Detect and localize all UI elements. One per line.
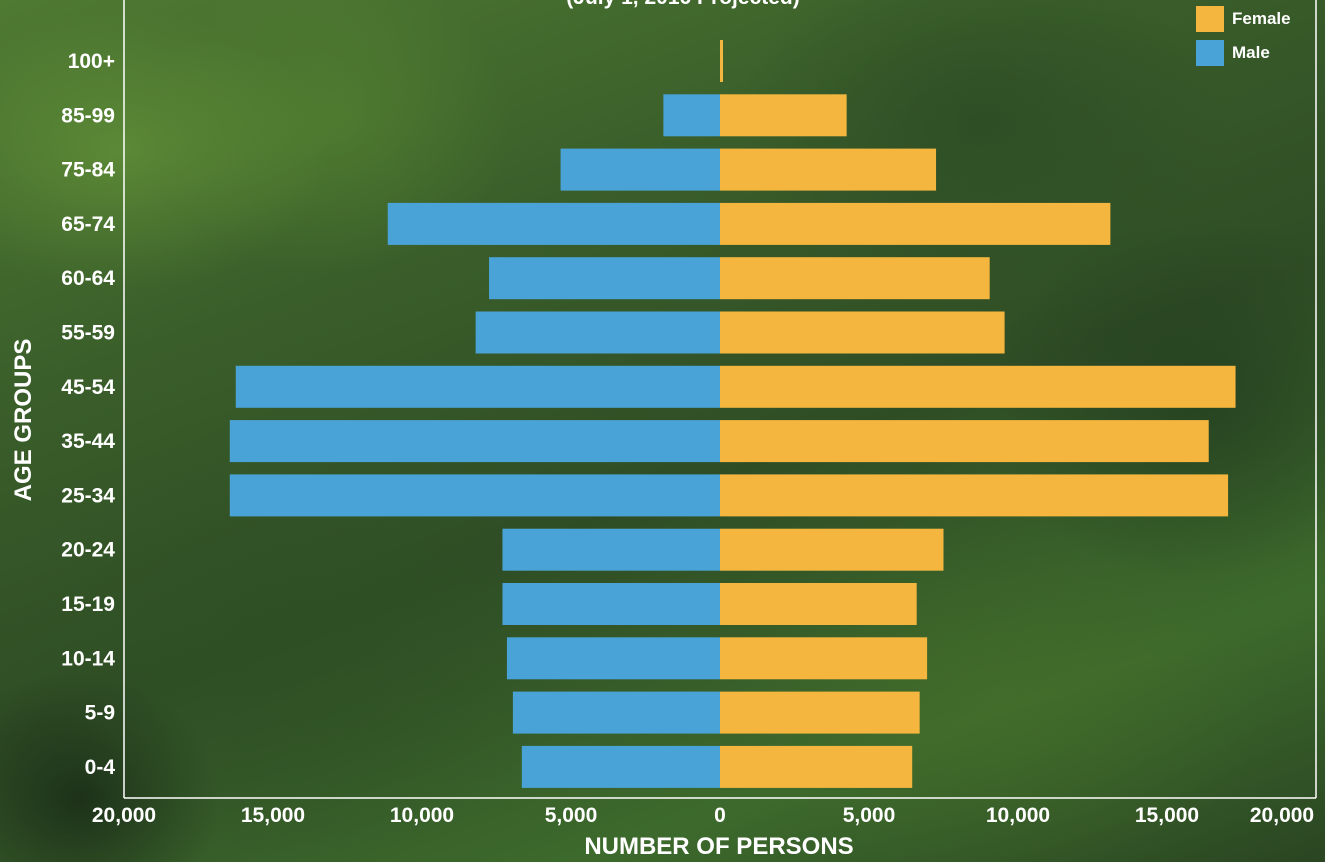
legend-swatch-male: [1196, 40, 1224, 66]
bar-female-100+: [720, 40, 723, 82]
x-tick-label: 10,000: [986, 804, 1050, 827]
bars-group: [229, 40, 1236, 788]
x-tick-label: 15,000: [241, 804, 305, 827]
x-axis-title: NUMBER OF PERSONS: [584, 833, 853, 860]
legend-label-male: Male: [1232, 43, 1270, 62]
bar-female-65-74: [720, 202, 1111, 245]
x-tick-label: 20,000: [1250, 804, 1314, 827]
category-label-20-24: 20-24: [61, 539, 115, 562]
x-tick-label: 10,000: [390, 804, 454, 827]
bar-male-55-59: [475, 311, 720, 354]
bar-female-20-24: [720, 528, 944, 571]
bar-female-15-19: [720, 583, 917, 625]
y-axis-title: AGE GROUPS: [10, 339, 37, 502]
bar-male-25-34: [229, 474, 721, 517]
bar-female-55-59: [720, 311, 1005, 354]
bar-male-45-54: [235, 365, 720, 408]
bar-female-75-84: [720, 148, 937, 191]
bar-female-45-54: [720, 365, 1236, 408]
bar-female-10-14: [720, 637, 928, 680]
category-label-35-44: 35-44: [61, 430, 115, 453]
legend-label-female: Female: [1232, 9, 1291, 28]
bar-male-35-44: [229, 420, 721, 463]
bar-male-85-99: [663, 94, 720, 137]
category-label-65-74: 65-74: [61, 213, 115, 236]
category-labels: 100+ 85-99 75-84 65-74 60-64 55-59 45-54 35-44 2…: [61, 50, 115, 779]
bar-male-60-64: [489, 257, 720, 300]
x-tick-label: 15,000: [1135, 804, 1199, 827]
bar-female-0-4: [720, 745, 913, 788]
legend: Female Male: [1196, 6, 1291, 66]
category-label-85-99: 85-99: [61, 104, 115, 127]
category-label-45-54: 45-54: [61, 376, 115, 399]
bar-male-75-84: [560, 148, 720, 191]
x-tick-label: 5,000: [545, 804, 598, 827]
bar-female-85-99: [720, 94, 847, 137]
category-label-0-4: 0-4: [85, 756, 116, 779]
category-label-75-84: 75-84: [61, 159, 115, 182]
category-label-25-34: 25-34: [61, 484, 115, 507]
bar-male-10-14: [506, 637, 720, 680]
bar-female-5-9: [720, 691, 920, 734]
category-label-5-9: 5-9: [85, 702, 115, 725]
category-label-100+: 100+: [68, 50, 115, 73]
legend-swatch-female: [1196, 6, 1224, 32]
bar-male-0-4: [521, 745, 720, 788]
bar-male-65-74: [387, 202, 720, 245]
bar-female-60-64: [720, 257, 990, 300]
category-label-15-19: 15-19: [61, 593, 115, 616]
x-tick-label: 5,000: [843, 804, 896, 827]
plot-frame: [123, 0, 1317, 799]
category-label-60-64: 60-64: [61, 267, 115, 290]
bar-male-20-24: [502, 528, 720, 571]
bar-male-5-9: [512, 691, 720, 734]
category-label-10-14: 10-14: [61, 647, 115, 670]
x-tick-label: 0: [714, 804, 726, 827]
x-tick-labels: 20,000 15,000 10,000 5,000 0 5,000 10,000 15,00…: [92, 804, 1314, 827]
chart-subtitle: (July 1, 2016 Projected): [566, 0, 799, 9]
bar-female-35-44: [720, 420, 1209, 463]
x-tick-label: 20,000: [92, 804, 156, 827]
category-label-55-59: 55-59: [61, 322, 115, 345]
bar-male-15-19: [502, 583, 720, 625]
bar-female-25-34: [720, 474, 1229, 517]
